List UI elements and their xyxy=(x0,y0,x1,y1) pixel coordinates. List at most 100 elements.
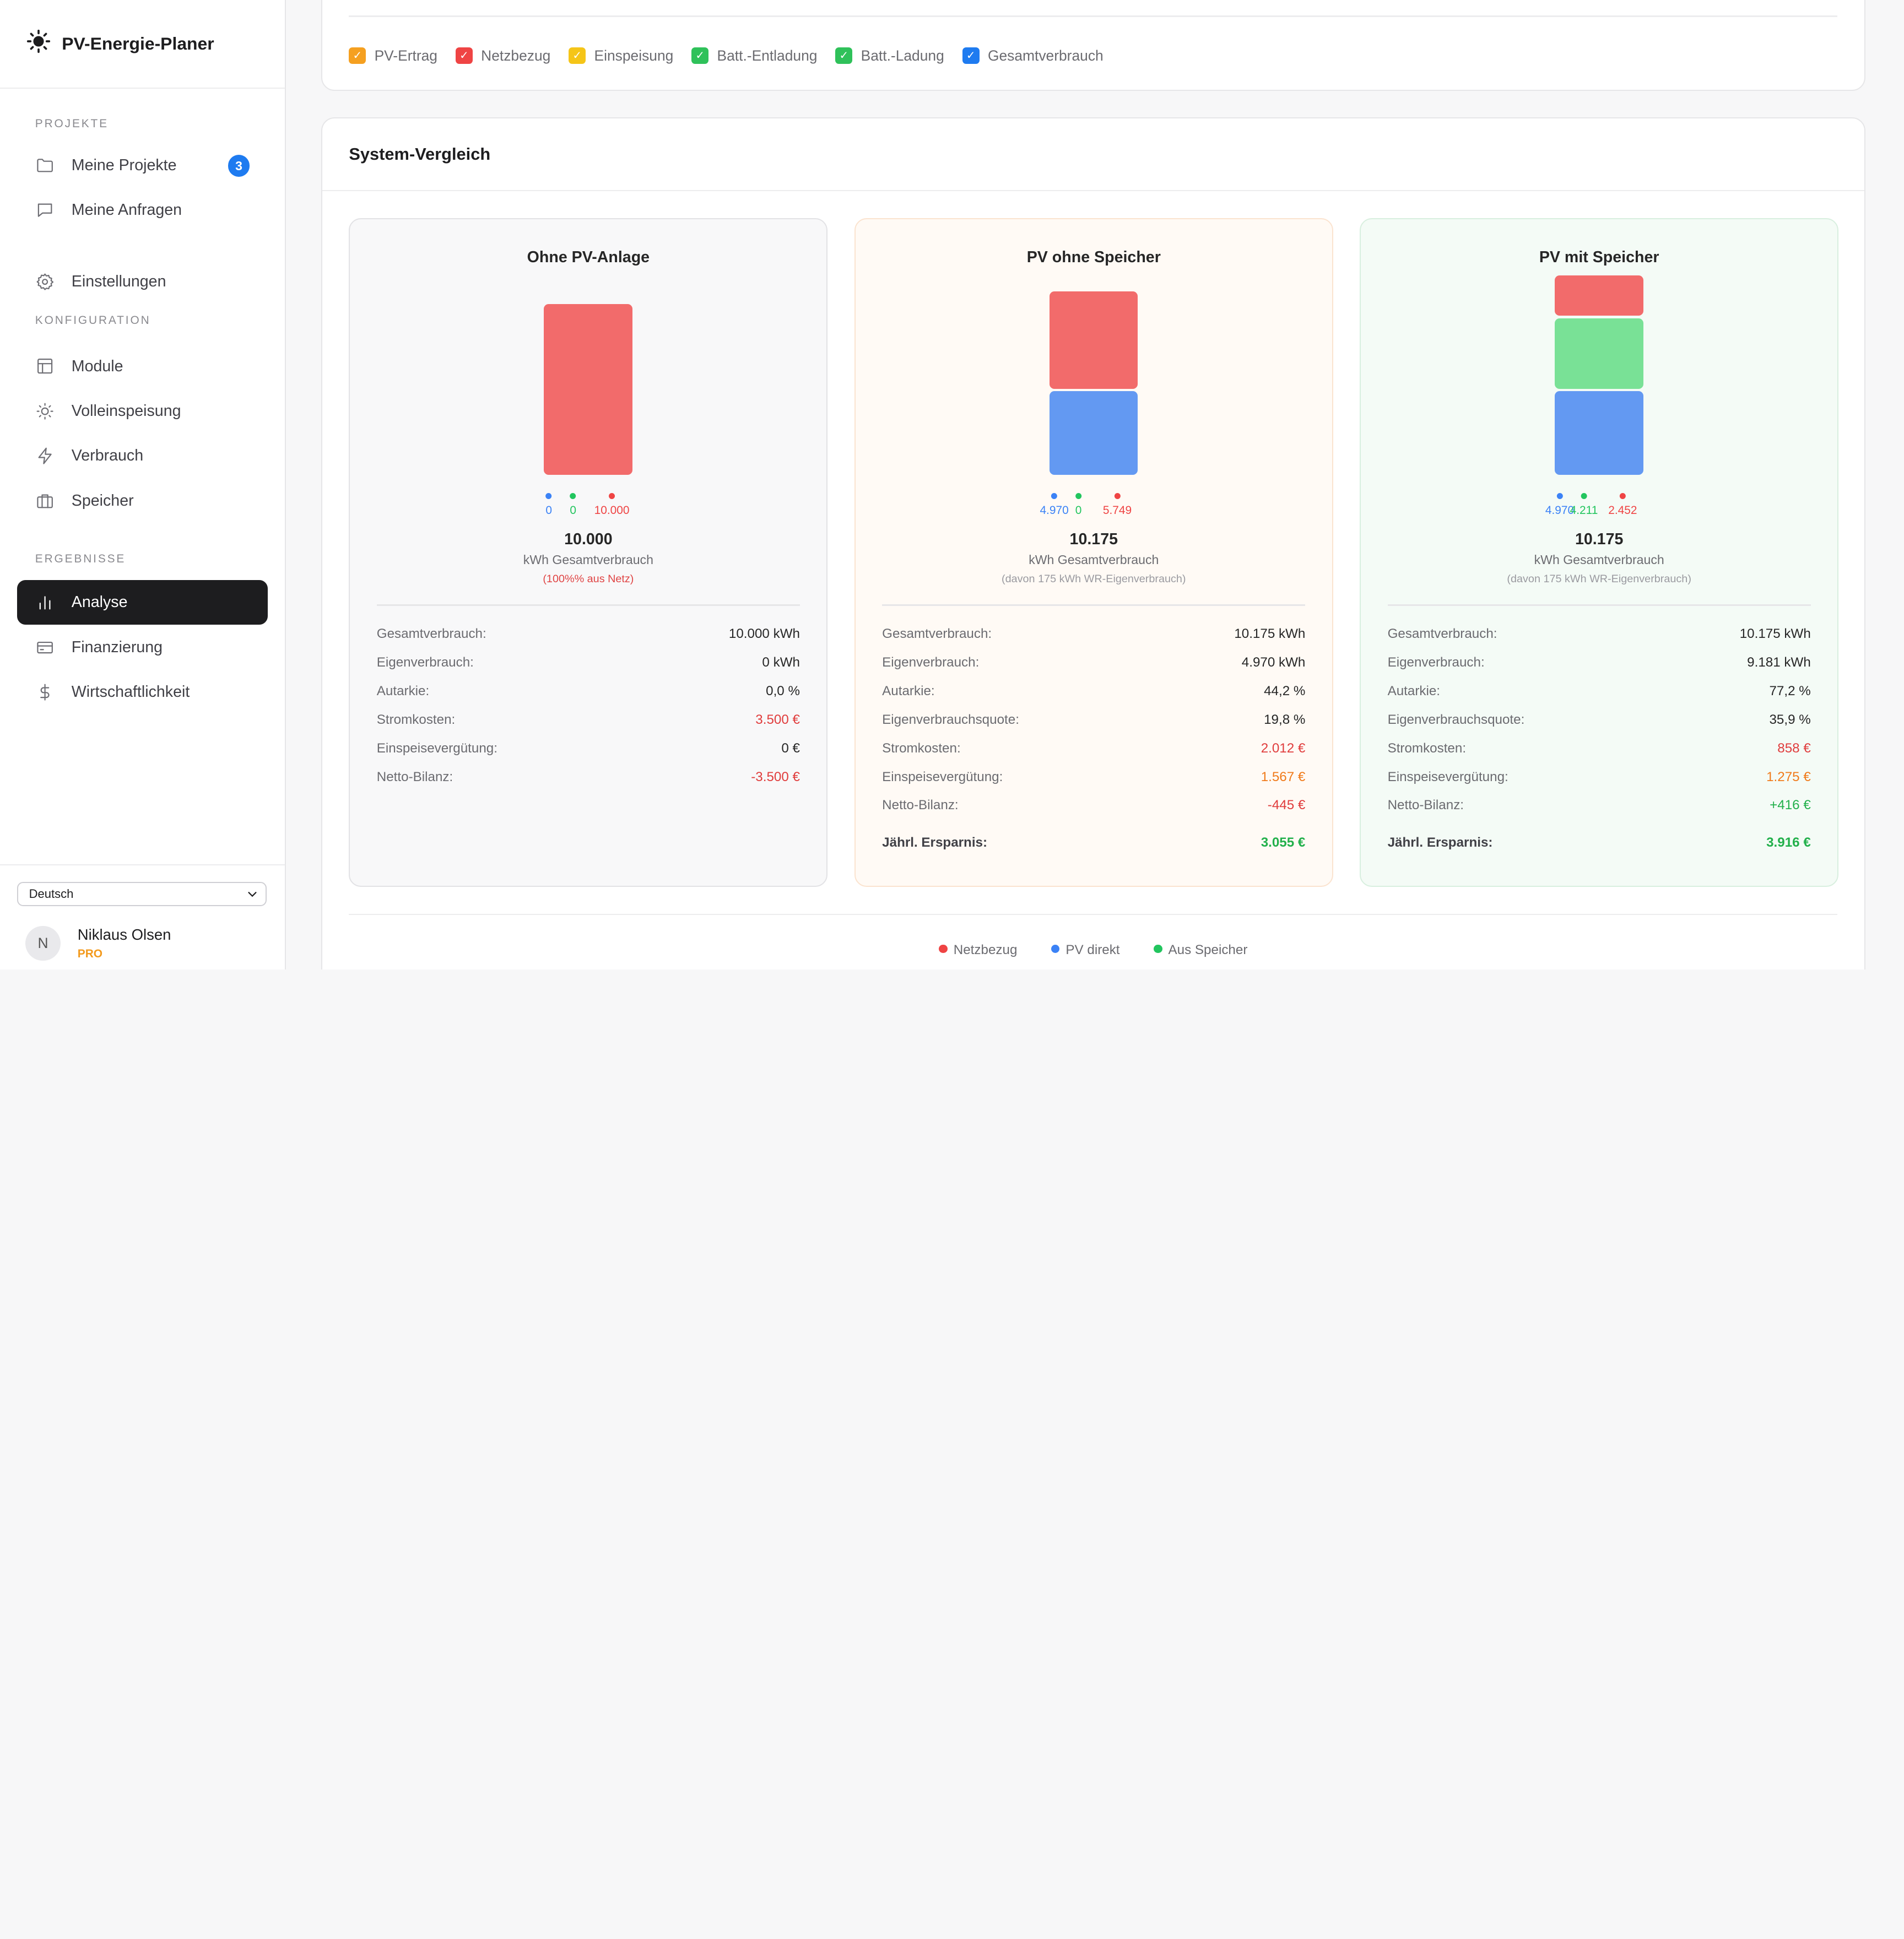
metric-label: Gesamtverbrauch: xyxy=(376,626,486,641)
grid-segment xyxy=(544,304,632,475)
annual-savings-row: Jährl. Ersparnis: 3.055 € xyxy=(882,835,1305,864)
legend-label: Netzbezug xyxy=(953,943,1018,958)
language-value: Deutsch xyxy=(29,887,74,901)
metric-value: 0 kWh xyxy=(762,654,800,670)
metric-value: 10.175 kWh xyxy=(1739,626,1811,641)
metric-value: 19,8 % xyxy=(1264,712,1306,727)
sidebar-item-speicher[interactable]: Speicher xyxy=(17,479,268,523)
legend-label: PV direkt xyxy=(1065,943,1120,958)
metric-label: Einspeisevergütung: xyxy=(882,769,1003,784)
metric-value: 1.275 € xyxy=(1766,769,1811,784)
language-select[interactable]: Deutsch xyxy=(17,882,267,907)
metric-row: Stromkosten: 858 € xyxy=(1388,741,1811,770)
series-filter-netzbezug[interactable]: ✓ Netzbezug xyxy=(455,47,550,64)
metric-value: 2.012 € xyxy=(1261,740,1306,756)
checkbox-checked-icon: ✓ xyxy=(569,47,586,64)
sidebar-item-settings[interactable]: Einstellungen xyxy=(17,259,268,304)
card-header: System-Vergleich xyxy=(322,118,1864,192)
value-label: 10.000 xyxy=(594,503,630,517)
metric-row: Eigenverbrauchsquote: 35,9 % xyxy=(1388,712,1811,741)
metric-row: Eigenverbrauchsquote: 19,8 % xyxy=(882,712,1305,741)
divider xyxy=(882,604,1306,606)
metric-row: Eigenverbrauch: 4.970 kWh xyxy=(882,655,1305,684)
legend-dot xyxy=(1114,492,1121,499)
sidebar-item-label: Meine Anfragen xyxy=(71,201,182,219)
legend-dot xyxy=(609,492,615,499)
sun-icon xyxy=(36,403,53,420)
series-filter-batt-entladung[interactable]: ✓ Batt.-Entladung xyxy=(691,47,817,64)
brand[interactable]: PV-Energie-Planer xyxy=(0,0,285,89)
series-filter-label: PV-Ertrag xyxy=(374,47,437,64)
divider xyxy=(1387,604,1811,606)
value-label: 5.749 xyxy=(1102,503,1132,517)
sun-logo-icon xyxy=(26,29,51,58)
metric-label: Eigenverbrauchsquote: xyxy=(882,712,1019,727)
scenario-title: Ohne PV-Anlage xyxy=(527,248,650,266)
system-comparison-card: System-Vergleich Ohne PV-Anlage 0 0 10.000 1… xyxy=(321,117,1865,970)
metric-value: 35,9 % xyxy=(1769,712,1811,727)
sidebar-footer: Deutsch N Niklaus Olsen PRO xyxy=(0,864,285,970)
sidebar: PV-Energie-Planer PROJEKTE Meine Projekt… xyxy=(0,0,286,970)
scenario-title: PV mit Speicher xyxy=(1539,248,1659,266)
main-content: ✓ PV-Ertrag ✓ Netzbezug ✓ Einspeisung ✓ Batt.-E… xyxy=(286,0,1904,970)
scenario-card-3: PV mit Speicher 4.970 4.211 2.452 10.175 kWh … xyxy=(1360,218,1839,887)
sidebar-item-projects[interactable]: Meine Projekte 3 xyxy=(17,143,268,187)
divider xyxy=(349,15,1838,17)
segment-values: 4.970 0 5.749 xyxy=(856,492,1332,529)
legend-item: Aus Speicher xyxy=(1154,943,1247,958)
projects-count-badge: 3 xyxy=(228,155,250,177)
scenario-note: (davon 175 kWh WR-Eigenverbrauch) xyxy=(1002,573,1186,586)
metric-value: 3.500 € xyxy=(755,712,800,727)
sidebar-item-label: Module xyxy=(71,357,123,375)
sidebar-item-wirtschaftlichkeit[interactable]: Wirtschaftlichkeit xyxy=(17,670,268,714)
sidebar-item-verbrauch[interactable]: Verbrauch xyxy=(17,434,268,478)
metric-label: Stromkosten: xyxy=(882,740,961,756)
metric-row: Autarkie: 44,2 % xyxy=(882,684,1305,712)
metric-value: 858 € xyxy=(1777,740,1811,756)
series-filter-batt-ladung[interactable]: ✓ Batt.-Ladung xyxy=(835,47,944,64)
metric-row: Gesamtverbrauch: 10.175 kWh xyxy=(1388,626,1811,655)
metric-row: Einspeisevergütung: 1.567 € xyxy=(882,770,1305,798)
metric-row: Stromkosten: 2.012 € xyxy=(882,741,1305,770)
metric-value: 0,0 % xyxy=(766,683,800,698)
metric-label: Eigenverbrauch: xyxy=(882,654,980,670)
value-label: 0 xyxy=(1075,503,1082,517)
section-projects: PROJEKTE xyxy=(35,117,109,131)
sidebar-item-module[interactable]: Module xyxy=(17,344,268,388)
value-aus-speicher: 4.211 xyxy=(1570,492,1598,517)
legend-dot xyxy=(1154,944,1162,954)
metric-label: Einspeisevergütung: xyxy=(1387,769,1508,784)
series-filter-gesamtverbrauch[interactable]: ✓ Gesamtverbrauch xyxy=(962,47,1104,64)
metric-row: Autarkie: 0,0 % xyxy=(377,684,800,712)
metric-value: 1.567 € xyxy=(1261,769,1306,784)
legend-dot xyxy=(1556,492,1563,499)
series-filter-label: Batt.-Entladung xyxy=(717,47,818,64)
user-profile[interactable]: N Niklaus Olsen PRO xyxy=(17,925,268,961)
sidebar-item-analyse[interactable]: Analyse xyxy=(17,580,268,625)
value-label: 4.970 xyxy=(1040,503,1069,517)
scenario-note: (100%% aus Netz) xyxy=(543,573,634,586)
message-icon xyxy=(37,203,52,217)
filter-card: ✓ PV-Ertrag ✓ Netzbezug ✓ Einspeisung ✓ Batt.-E… xyxy=(321,0,1865,91)
scenario-note: (davon 175 kWh WR-Eigenverbrauch) xyxy=(1507,573,1691,586)
comparison-legend: Netzbezug PV direkt Aus Speicher xyxy=(322,943,1864,958)
legend-dot xyxy=(1619,492,1626,499)
sidebar-item-requests[interactable]: Meine Anfragen xyxy=(17,188,268,232)
value-aus-speicher: 0 xyxy=(1075,492,1082,517)
sidebar-item-volleinspeisung[interactable]: Volleinspeisung xyxy=(17,389,268,434)
value-label: 0 xyxy=(545,503,552,517)
metric-label: Gesamtverbrauch: xyxy=(882,626,992,641)
metric-row: Netto-Bilanz: -445 € xyxy=(882,798,1305,826)
series-filter-einspeisung[interactable]: ✓ Einspeisung xyxy=(569,47,673,64)
series-filter-pv-ertrag[interactable]: ✓ PV-Ertrag xyxy=(349,47,437,64)
segment-values: 0 0 10.000 xyxy=(350,492,826,529)
savings-value: 3.916 € xyxy=(1766,835,1811,850)
metric-value: 10.175 kWh xyxy=(1234,626,1306,641)
metric-row: Netto-Bilanz: +416 € xyxy=(1388,798,1811,826)
checkbox-checked-icon: ✓ xyxy=(835,47,853,64)
grid-segment xyxy=(1555,275,1643,316)
divider xyxy=(349,913,1838,915)
sidebar-item-finanzierung[interactable]: Finanzierung xyxy=(17,625,268,669)
pv-direct-segment xyxy=(1555,391,1643,475)
sidebar-item-label: Meine Projekte xyxy=(71,156,177,174)
